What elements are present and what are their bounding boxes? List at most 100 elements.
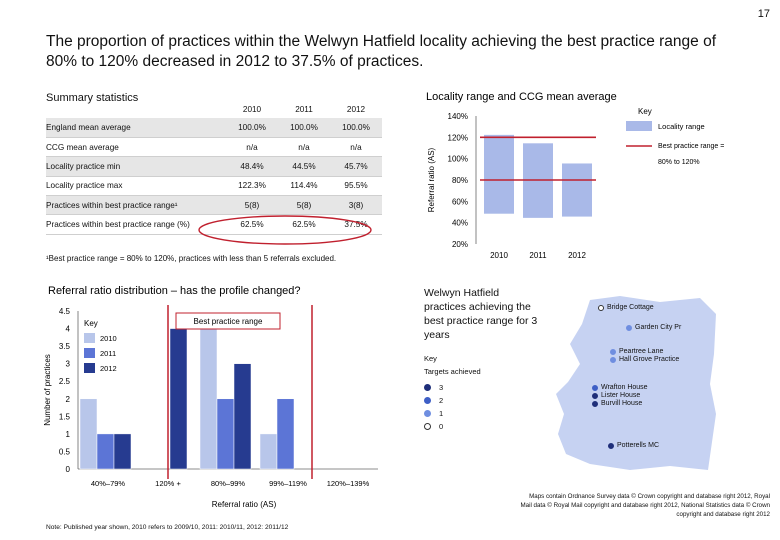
map-key-item: 2	[424, 394, 443, 407]
practice-marker-icon	[610, 356, 616, 363]
summary-cell: 114.4%	[278, 176, 330, 197]
summary-row-label: Practices within best practice range (%)	[46, 214, 226, 235]
dist-bar	[96, 433, 115, 470]
range-y-label: Referral ratio (AS)	[427, 147, 436, 212]
key-label: 0	[439, 422, 444, 431]
map-key-item: 3	[424, 381, 443, 394]
dist-bar	[276, 398, 295, 470]
map-practice: Garden City Pr	[626, 324, 681, 331]
summary-title: Summary statistics	[46, 92, 139, 104]
referral-distribution-chart: Referral ratio distribution – has the pr…	[43, 285, 378, 509]
range-legend-title: Key	[638, 107, 652, 116]
dist-bar	[233, 363, 252, 470]
summary-cell: 3(8)	[330, 195, 382, 216]
map-key-item: 0	[424, 420, 443, 433]
dist-x-tick: 40%–79%	[91, 479, 126, 488]
map-panel-title: Welwyn Hatfield practices achieving the …	[424, 287, 538, 341]
practice-marker-icon	[626, 324, 632, 331]
line-legend-label-2: 80% to 120%	[658, 159, 700, 166]
practice-label: Potterells MC	[617, 442, 660, 449]
range-x-tick: 2010	[490, 251, 508, 260]
practice-marker-icon	[592, 384, 598, 391]
summary-row-label: Practices within best practice range¹	[46, 195, 226, 216]
line-legend-label: Best practice range =	[658, 143, 724, 150]
dist-y-tick: 1.5	[59, 412, 71, 421]
dist-y-tick: 1	[66, 430, 71, 439]
summary-cell: 62.5%	[278, 214, 330, 235]
dist-bar	[79, 398, 98, 470]
range-chart-title: Locality range and CCG mean average	[426, 92, 617, 103]
highlight-ellipse	[198, 215, 372, 245]
band-annotation: Best practice range	[194, 317, 263, 326]
summary-cell: 45.7%	[330, 156, 382, 177]
map-key-subtitle: Targets achieved	[424, 367, 481, 376]
range-y-tick: 40%	[452, 219, 468, 228]
map-key-title: Key	[424, 354, 437, 363]
summary-col-header: 2012	[346, 104, 366, 114]
summary-cell: 62.5%	[226, 214, 278, 235]
published-year-note: Note: Published year shown, 2010 refers …	[46, 524, 289, 531]
practice-marker-icon	[592, 400, 598, 407]
dist-x-tick: 80%–99%	[211, 479, 246, 488]
summary-row: Locality practice max 122.3% 114.4% 95.5%	[46, 176, 382, 197]
range-legend-swatch	[626, 121, 652, 131]
dist-bar	[259, 433, 278, 470]
dist-bar	[216, 398, 235, 470]
dist-legend-label: 2010	[100, 334, 117, 343]
dist-x-tick: 99%–119%	[269, 479, 307, 488]
map-practice: Hall Grove Practice	[610, 356, 679, 363]
dist-y-tick: 3	[66, 360, 71, 369]
range-y-tick: 60%	[452, 197, 468, 206]
map-key: 3 2 1 0	[424, 381, 443, 433]
map-shape	[556, 296, 716, 470]
locality-range-chart: Locality range and CCG mean average 20% 40…	[426, 92, 724, 260]
dist-y-label: Number of practices	[43, 354, 52, 426]
summary-col-header: 2010	[242, 104, 262, 114]
range-y-tick: 80%	[452, 176, 468, 185]
range-x-tick: 2012	[568, 251, 586, 260]
map-practice: Bridge Cottage	[598, 304, 654, 311]
map-practice: Lister House	[592, 392, 640, 399]
summary-cell: 5(8)	[278, 195, 330, 216]
dist-bar	[199, 328, 218, 470]
summary-cell: n/a	[330, 137, 382, 158]
range-y-tick: 140%	[448, 112, 468, 121]
practice-label: Lister House	[601, 392, 641, 399]
summary-cell: 100.0%	[330, 118, 382, 138]
dist-y-tick: 2.5	[59, 377, 71, 386]
key-dot-icon	[424, 410, 431, 417]
dist-y-tick: 4	[66, 325, 71, 334]
summary-row-label: CCG mean average	[46, 137, 226, 158]
dist-bar	[113, 433, 132, 470]
summary-row-label: Locality practice max	[46, 176, 226, 197]
key-dot-icon	[424, 397, 431, 404]
dist-y-tick: 0.5	[59, 447, 71, 456]
practice-label: Garden City Pr	[635, 324, 682, 331]
summary-cell: 122.3%	[226, 176, 278, 197]
summary-cell: 48.4%	[226, 156, 278, 177]
dist-legend-swatch	[84, 348, 95, 358]
summary-cell: n/a	[226, 137, 278, 158]
map-practice: Burvill House	[592, 400, 642, 407]
range-y-tick: 20%	[452, 240, 468, 249]
summary-row: England mean average 100.0% 100.0% 100.0%	[46, 118, 382, 138]
summary-footnote: ¹Best practice range = 80% to 120%, prac…	[46, 254, 337, 263]
practice-label: Burvill House	[601, 400, 643, 407]
range-x-tick: 2011	[529, 251, 547, 260]
summary-row-label: England mean average	[46, 118, 226, 138]
dist-x-tick: 120%–139%	[327, 479, 370, 488]
dist-x-label: Referral ratio (AS)	[212, 500, 277, 509]
summary-table: 2010 2011 2012 England mean average 100.0…	[46, 100, 382, 235]
practice-marker-icon	[610, 348, 616, 355]
summary-cell: 95.5%	[330, 176, 382, 197]
dist-legend-swatch	[84, 333, 95, 343]
summary-col-header: 2011	[295, 104, 313, 114]
dist-chart-title: Referral ratio distribution – has the pr…	[48, 285, 301, 297]
summary-row: Locality practice min 48.4% 44.5% 45.7%	[46, 156, 382, 177]
summary-cell: n/a	[278, 137, 330, 158]
range-bar	[484, 134, 514, 214]
key-label: 2	[439, 396, 444, 405]
practice-label: Bridge Cottage	[607, 304, 654, 311]
range-y-tick: 120%	[448, 133, 468, 142]
map-practice: Wrafton House	[592, 384, 648, 391]
